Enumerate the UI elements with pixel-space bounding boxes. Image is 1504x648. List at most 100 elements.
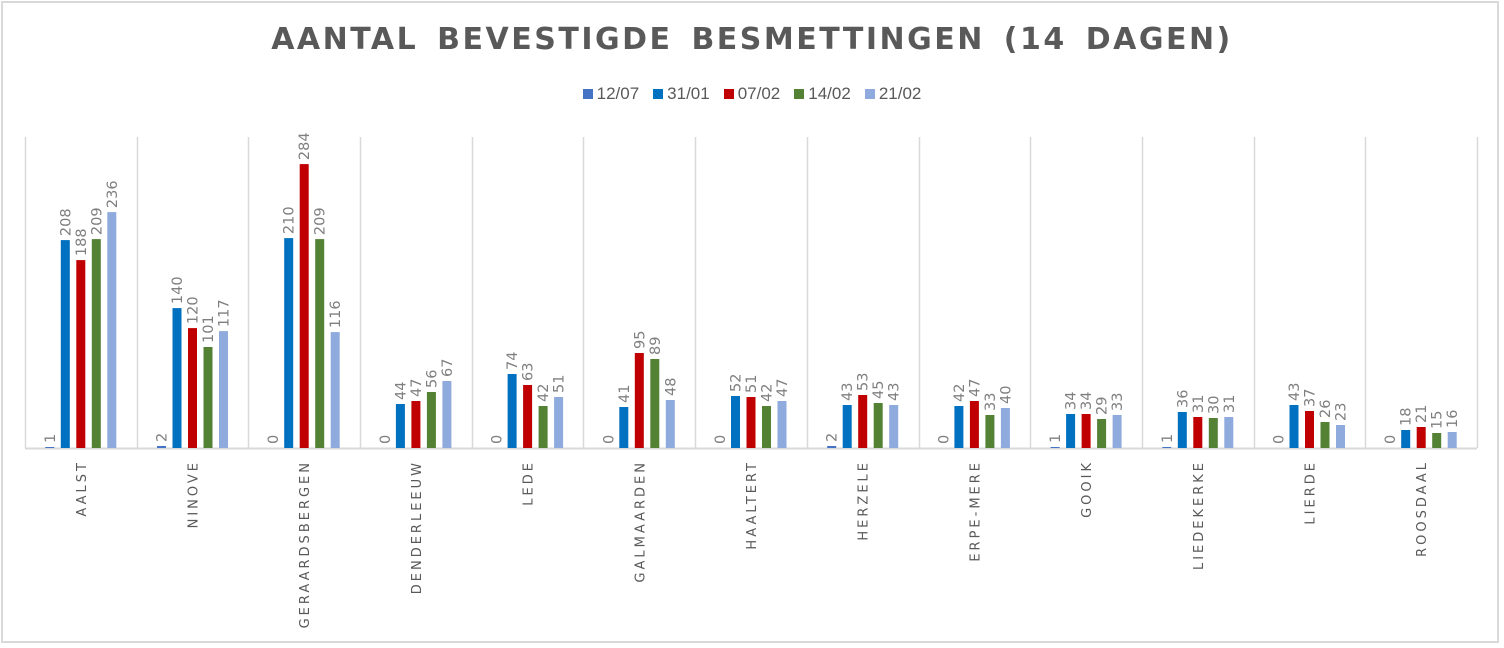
data-label: 45 <box>871 381 887 399</box>
bar-21-02 <box>554 397 564 448</box>
data-label: 2 <box>825 433 841 442</box>
bar-31-01 <box>284 238 294 448</box>
category-label: GOOIK <box>1080 460 1095 518</box>
bar-31-01 <box>1401 430 1411 448</box>
legend-swatch <box>582 89 593 99</box>
legend-item: 12/07 <box>582 84 640 104</box>
bar-21-02 <box>107 212 117 448</box>
bar-07-02 <box>76 260 86 448</box>
bar-07-02 <box>188 328 197 448</box>
bar-21-02 <box>1447 432 1457 448</box>
data-label: 0 <box>936 435 952 444</box>
bar-14-02 <box>985 415 995 448</box>
data-label: 0 <box>490 435 506 444</box>
bar-12-07 <box>45 447 55 448</box>
bar-21-02 <box>1336 425 1345 448</box>
bar-07-02 <box>1081 414 1091 448</box>
bar-07-02 <box>1193 417 1203 448</box>
data-label: 56 <box>424 370 440 388</box>
bar-14-02 <box>1208 418 1218 448</box>
bar-21-02 <box>1000 408 1010 448</box>
category-label: HAALTERT <box>745 460 760 550</box>
data-label: 41 <box>617 385 633 403</box>
legend-swatch <box>864 89 875 99</box>
data-label: 43 <box>1287 383 1303 401</box>
data-label: 48 <box>663 378 679 396</box>
data-label: 40 <box>998 386 1014 404</box>
bar-12-07 <box>827 446 837 448</box>
bar-07-02 <box>523 385 533 448</box>
data-label: 1 <box>43 434 59 443</box>
bar-14-02 <box>650 359 660 448</box>
bar-07-02 <box>969 401 979 448</box>
data-label: 15 <box>1430 411 1446 429</box>
bar-21-02 <box>330 332 340 448</box>
legend-label: 07/02 <box>737 84 781 103</box>
bar-21-02 <box>1224 417 1234 448</box>
data-label: 42 <box>536 384 552 402</box>
data-label: 63 <box>521 363 537 381</box>
data-label: 18 <box>1399 408 1415 426</box>
data-label: 0 <box>378 435 394 444</box>
bar-31-01 <box>395 404 405 448</box>
legend-swatch <box>653 89 664 99</box>
bar-07-02 <box>1305 411 1314 448</box>
data-label: 0 <box>266 435 282 444</box>
data-label: 209 <box>89 207 105 235</box>
data-label: 0 <box>1272 435 1288 444</box>
data-label: 47 <box>967 379 983 397</box>
legend-item: 14/02 <box>794 84 851 104</box>
category-label: ROOSDAAL <box>1415 460 1430 557</box>
bar-12-07 <box>157 446 166 448</box>
data-label: 34 <box>1079 392 1095 410</box>
category-label: LIEDEKERKE <box>1192 460 1207 570</box>
bar-21-02 <box>1112 415 1122 448</box>
bar-21-02 <box>889 405 899 448</box>
bar-14-02 <box>426 392 436 448</box>
bar-21-02 <box>665 400 675 448</box>
bar-31-01 <box>842 405 852 448</box>
legend-item: 21/02 <box>864 84 922 104</box>
legend-label: 21/02 <box>878 84 922 103</box>
category-label: HERZELE <box>857 460 872 541</box>
bar-31-01 <box>954 406 964 448</box>
bar-31-01 <box>60 240 70 448</box>
data-label: 51 <box>552 375 568 393</box>
legend-swatch <box>723 89 734 99</box>
bar-14-02 <box>1320 422 1330 448</box>
data-label: 101 <box>201 315 217 343</box>
category-label: ERPE-MERE <box>968 460 983 562</box>
legend-swatch <box>794 89 805 99</box>
category-label: GERAARDSBERGEN <box>298 460 313 628</box>
data-label: 33 <box>983 393 999 411</box>
category-label: DENDERLEEUW <box>410 460 425 594</box>
bar-31-01 <box>172 308 182 448</box>
data-label: 120 <box>186 296 202 324</box>
bar-21-02 <box>219 331 228 448</box>
legend-label: 12/07 <box>596 84 640 103</box>
bar-31-01 <box>619 407 629 448</box>
bar-31-01 <box>1066 414 1076 448</box>
data-label: 89 <box>648 337 664 355</box>
data-label: 44 <box>393 382 409 400</box>
data-label: 74 <box>505 352 521 370</box>
data-label: 34 <box>1064 392 1080 410</box>
data-label: 67 <box>440 359 456 377</box>
data-label: 1 <box>1160 434 1176 443</box>
bar-14-02 <box>1097 419 1107 448</box>
bar-21-02 <box>777 401 787 448</box>
bar-12-07 <box>1162 447 1172 448</box>
legend-label: 14/02 <box>808 84 851 103</box>
legend-label: 31/01 <box>667 84 710 103</box>
data-label: 53 <box>856 373 872 391</box>
category-label: GALMAARDEN <box>633 460 648 583</box>
data-label: 1 <box>1048 434 1064 443</box>
bar-14-02 <box>873 403 883 448</box>
category-label: AALST <box>75 460 90 517</box>
bar-07-02 <box>634 353 644 448</box>
data-label: 208 <box>58 208 74 236</box>
bar-07-02 <box>411 401 421 448</box>
category-label: LIERDE <box>1304 460 1319 525</box>
data-label: 47 <box>775 379 791 397</box>
